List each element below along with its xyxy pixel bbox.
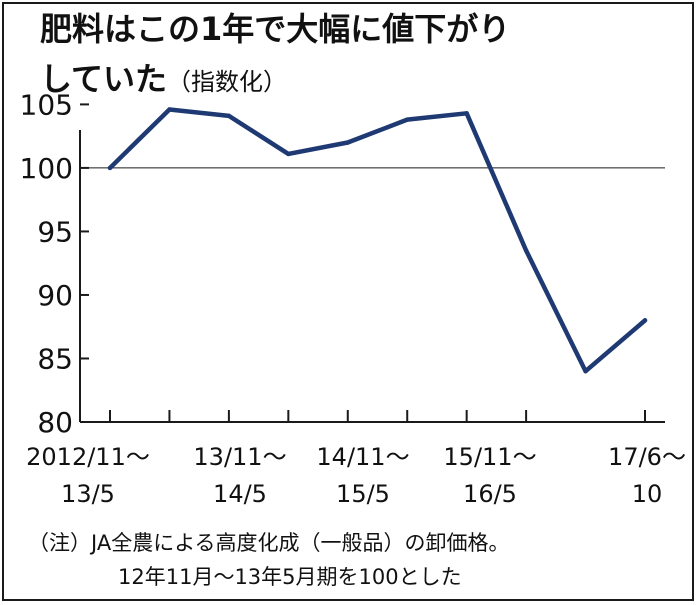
- y-tick-label: 85: [37, 342, 73, 375]
- x-tick-label: 17/6～: [608, 443, 686, 471]
- chart-title-line-1: 肥料はこの1年で大幅に値下がり: [40, 10, 510, 48]
- data-point: [345, 140, 350, 145]
- data-point: [642, 318, 648, 323]
- chart-title-text: していた: [40, 60, 167, 98]
- y-tick-label: 90: [37, 279, 73, 312]
- x-axis-ticks: 2012/11～ 13/5 13/11～ 14/5 14/11～ 15/5 15/11～ 16…: [26, 410, 686, 508]
- y-tick-label: 100: [20, 152, 73, 185]
- series-line: [107, 107, 648, 374]
- y-tick-label: 80: [37, 406, 73, 439]
- x-tick-label: 15/11～: [443, 443, 536, 471]
- series-points: [107, 107, 648, 374]
- data-point: [107, 165, 113, 171]
- y-tick-label: 105: [20, 88, 73, 121]
- x-tick-label: 2012/11～: [26, 443, 150, 471]
- data-point: [464, 111, 469, 116]
- data-point: [523, 248, 529, 253]
- x-tick-label: 14/5: [213, 480, 267, 508]
- data-point: [286, 151, 291, 157]
- x-tick-label: 15/5: [336, 480, 390, 508]
- chart-title-line-2: していた（指数化）: [40, 60, 287, 98]
- x-tick-label: 16/5: [463, 480, 517, 508]
- x-tick-label: 10: [632, 480, 663, 508]
- data-point: [167, 107, 172, 112]
- y-axis-ticks: 105 100 95 90 85 80: [20, 88, 89, 439]
- data-point: [405, 117, 410, 122]
- y-tick-label: 95: [37, 215, 73, 248]
- data-point: [226, 113, 232, 119]
- chart-note-line-1: （注）JA全農による高度化成（一般品）の卸価格。: [28, 531, 510, 555]
- x-tick-label: 13/5: [61, 480, 115, 508]
- x-tick-label: 14/11～: [316, 443, 409, 471]
- chart-note-line-2: 12年11月～13年5月期を100とした: [118, 565, 462, 589]
- data-point: [583, 368, 588, 374]
- chart-title-suffix: （指数化）: [167, 68, 287, 96]
- x-tick-label: 13/11～: [193, 443, 286, 471]
